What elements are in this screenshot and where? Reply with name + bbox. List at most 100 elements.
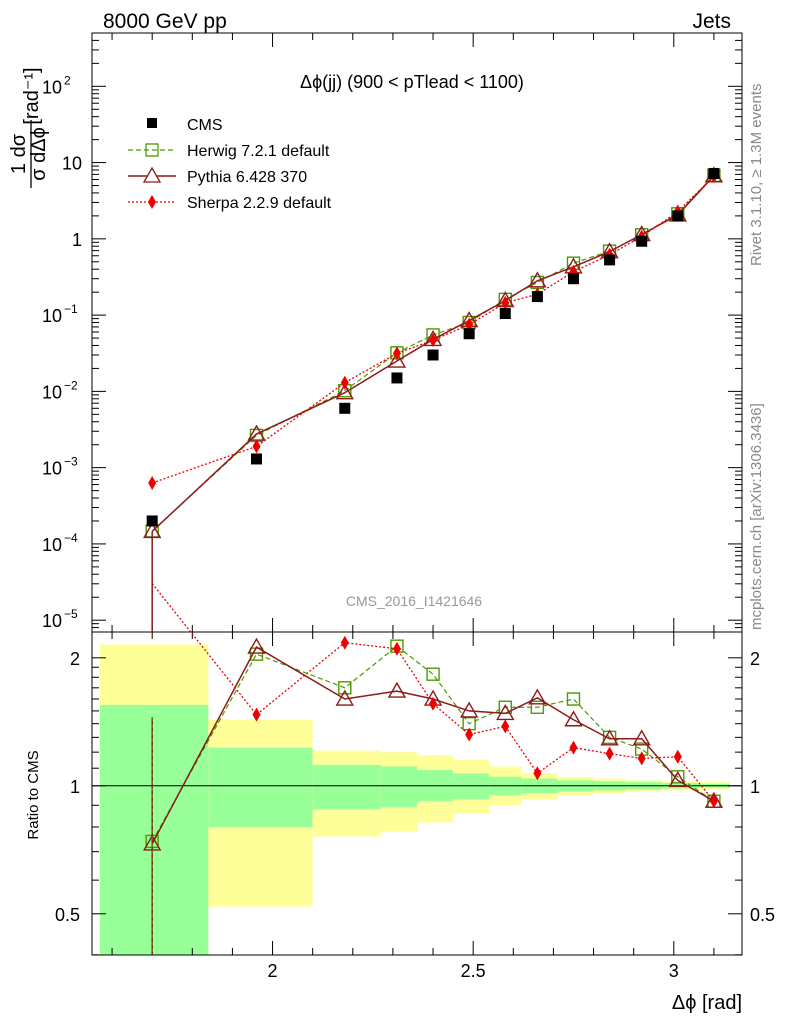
point-sherpa [429,333,438,348]
ratio-point-sherpa [673,749,682,764]
y-tick-label-ratio-right: 1 [750,777,760,797]
ratio-point-sherpa [392,641,401,656]
y-tick-label-exp: −5 [64,607,78,621]
header-process: Jets [692,10,731,33]
ratio-point-herwig [671,770,685,784]
ratio-point-sherpa [465,727,474,742]
mcplots-label: mcplots.cern.ch [arXiv:1306.3436] [748,403,765,630]
point-cms [146,515,158,527]
ratio-point-sherpa [569,740,578,755]
point-sherpa [148,475,157,490]
y-tick-label-main: 10 [42,77,62,97]
analysis-id: CMS_2016_I1421646 [346,593,482,609]
legend-marker-herwig [145,143,159,157]
ratio-point-pythia [335,689,354,706]
y-tick-label-main: 10 [42,306,62,326]
point-cms [708,167,720,179]
ratio-bands [100,644,730,955]
series [142,166,724,955]
y-tick-label-main: 10 [42,459,62,479]
legend-label-pythia: Pythia 6.428 370 [187,169,307,186]
y-tick-label-ratio-right: 2 [750,649,760,669]
point-pythia [335,383,354,400]
legend-marker-sherpa [148,195,156,209]
y-tick-label-exp: 2 [64,73,71,87]
header-collision: 8000 GeV pp [103,10,227,33]
point-sherpa [252,439,261,454]
band-green-1 [208,747,313,828]
ratio-point-herwig [566,692,581,706]
y-axis-label-ratio: Ratio to CMS [25,750,42,839]
ratio-point-pythia [668,770,688,788]
point-cms [636,235,648,247]
band-green-2 [312,764,381,810]
ratio-point-pythia [387,681,407,698]
y-label-frac-top: 1 dσ [8,133,30,174]
chart-title: Δϕ(jj) (900 < pTlead < 1100) [300,72,524,92]
x-tick-label: 3 [669,961,679,981]
ratio-point-pythia [528,688,547,705]
ratio-point-pythia [564,710,583,727]
point-cms [567,273,579,285]
y-label-unit: [rad⁻¹] [21,67,43,124]
y-tick-label-main: 10 [62,154,82,174]
point-pythia [387,351,407,368]
point-cms [427,349,439,361]
y-tick-label-main: 10 [42,382,62,402]
band-green-0 [100,704,209,955]
y-axis-label-main: 1 dσ σ dΔϕ [rad⁻¹] [8,67,50,188]
ratio-point-sherpa [340,635,349,650]
y-tick-label-ratio: 0.5 [55,905,80,925]
ratio-point-pythia [600,729,619,746]
x-axis-label: Δϕ [rad] [672,992,742,1014]
point-sherpa [392,346,401,361]
point-cms [463,328,475,340]
ratio-point-herwig [426,667,440,681]
ratio-point-pythia [632,729,651,746]
ratio-panel-frame [91,631,743,956]
y-tick-label-main: 10 [42,535,62,555]
ratio-point-sherpa [637,751,646,766]
y-tick-label-main: 1 [72,230,82,250]
ratio-line-herwig [151,645,715,842]
ratio-line-pythia [151,646,715,845]
ratio-point-sherpa [501,719,510,734]
x-tick-label: 2.5 [461,961,486,981]
y-tick-label-exp: −4 [64,531,78,545]
point-cms [499,307,511,319]
ratio-point-sherpa [252,707,261,722]
y-tick-label-exp: −1 [64,302,78,316]
y-tick-label-main: 10 [42,611,62,631]
point-cms [391,372,403,384]
legend-marker-cms [147,118,157,128]
point-cms [251,453,263,465]
point-cms [672,210,684,222]
point-cms [339,402,351,414]
ratio-point-sherpa [709,794,718,809]
point-sherpa [465,317,474,332]
y-label-frac-bottom: σ dΔϕ [28,127,50,181]
rivet-label: Rivet 3.1.10, ≥ 1.3M events [748,84,765,267]
ratio-point-sherpa [533,766,542,781]
ratio-point-herwig [338,681,352,695]
point-sherpa [501,295,510,310]
legend: CMS Herwig 7.2.1 default Pythia 6.428 37… [128,117,332,212]
ratio-point-pythia [247,637,266,654]
legend-label-sherpa: Sherpa 2.2.9 default [187,195,332,212]
y-tick-label-ratio: 1 [70,777,80,797]
point-sherpa [340,375,349,390]
point-cms [604,254,616,266]
y-tick-label-exp: −3 [64,455,78,469]
legend-marker-pythia [142,166,162,183]
legend-label-cms: CMS [187,117,223,134]
y-tick-label-ratio: 2 [70,649,80,669]
ratio-point-sherpa [429,696,438,711]
ratio-point-herwig [530,700,545,714]
ratio-point-sherpa [605,746,614,761]
ratio-point-pythia [459,701,479,718]
y-tick-label-exp: −2 [64,378,78,392]
point-cms [531,291,543,303]
series-line-sherpa [151,175,715,484]
